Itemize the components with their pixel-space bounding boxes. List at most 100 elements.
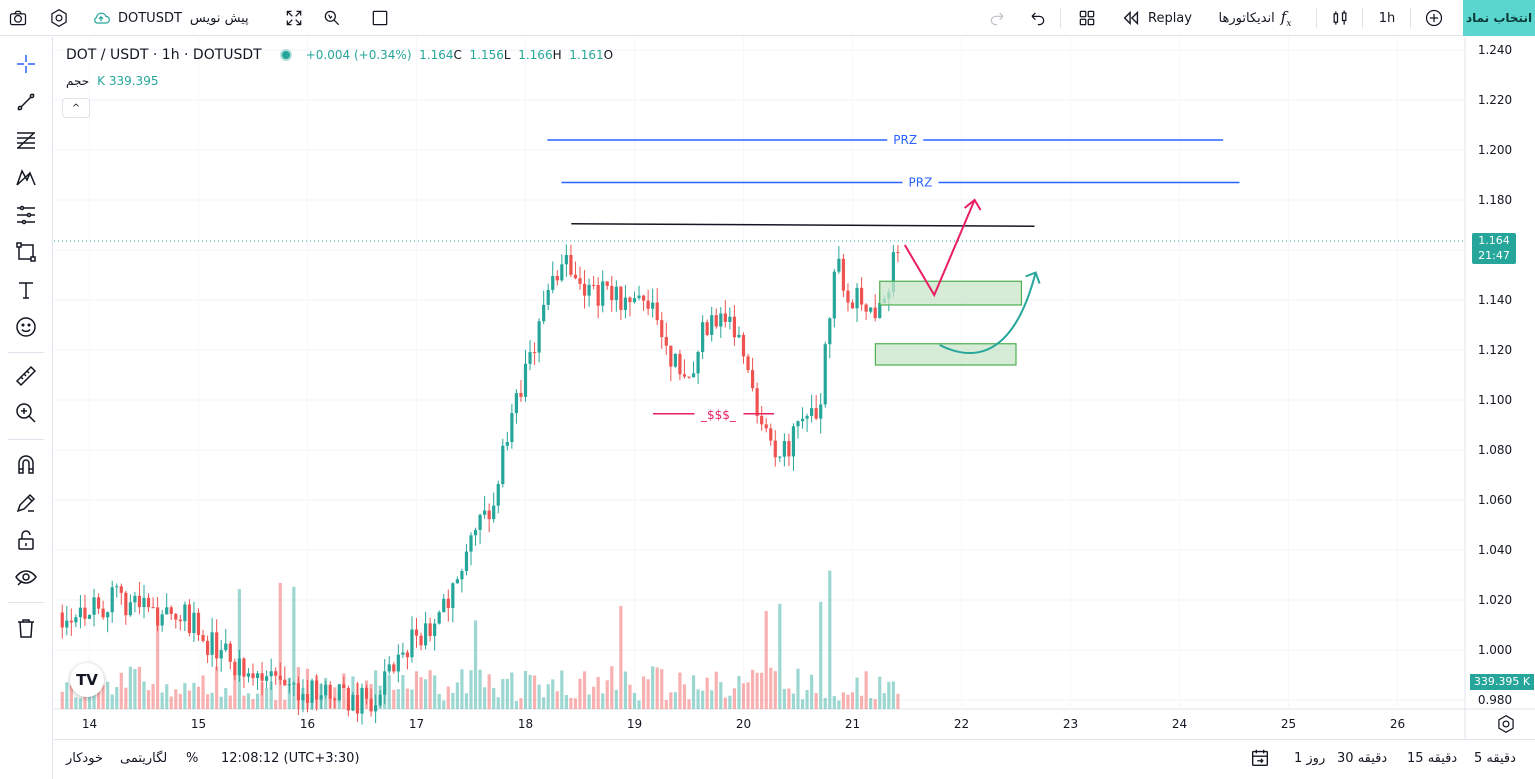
cloud-save-icon[interactable] <box>88 0 114 36</box>
trend-line-icon[interactable] <box>13 89 39 115</box>
alternative-arrowhead <box>1025 271 1041 284</box>
candle-body <box>505 442 509 446</box>
timeframe-15m[interactable]: 15 دقیقه <box>1407 750 1458 766</box>
candle-body <box>369 698 373 712</box>
volume-bar <box>537 684 541 709</box>
volume-bar <box>174 689 178 709</box>
select-symbol-button[interactable]: انتخاب نماد <box>1463 0 1535 36</box>
settings-hex-icon[interactable] <box>47 0 71 36</box>
volume-bar <box>455 682 459 709</box>
hide-drawings-icon[interactable] <box>13 564 39 590</box>
percent-scale-button[interactable]: % <box>186 750 199 766</box>
candle-body <box>701 322 705 352</box>
volume-bar <box>201 675 205 709</box>
auto-scale-button[interactable]: خودکار <box>66 750 103 766</box>
volume-bar <box>146 690 151 709</box>
candle-body <box>769 428 773 441</box>
text-tool-icon[interactable] <box>13 277 39 303</box>
prediction-icon[interactable] <box>13 202 39 228</box>
candle-body <box>837 258 841 272</box>
candle-body <box>314 680 319 700</box>
volume-bar <box>292 586 296 709</box>
quick-search-icon[interactable] <box>320 0 344 36</box>
magnet-icon[interactable] <box>13 452 39 478</box>
toolbar-divider <box>8 439 44 440</box>
volume-bar <box>69 685 73 709</box>
ruler-icon[interactable] <box>13 363 39 389</box>
candle-body <box>392 664 396 672</box>
candle-body <box>537 321 541 353</box>
market-status-icon[interactable] <box>279 49 292 61</box>
candle-body <box>383 671 387 695</box>
layout-square-icon[interactable] <box>368 0 392 36</box>
candle-body <box>351 694 355 711</box>
candle-body <box>573 274 578 279</box>
timezone-clock[interactable]: 12:08:12 (UTC+3:30) <box>221 750 360 766</box>
volume-bar <box>492 687 496 709</box>
zoom-in-icon[interactable] <box>13 400 39 426</box>
fullscreen-icon[interactable] <box>282 0 306 36</box>
volume-bar <box>850 692 855 709</box>
interval-button[interactable]: 1h <box>1372 0 1402 36</box>
replay-button[interactable]: Replay <box>1115 0 1197 36</box>
crosshair-icon[interactable] <box>13 51 39 77</box>
candle-body <box>237 658 241 676</box>
candle-body <box>260 673 264 681</box>
collapse-legend-button[interactable]: ^ <box>62 98 90 118</box>
timeframe-1d[interactable]: 1 روز <box>1294 750 1326 766</box>
trash-icon[interactable] <box>13 615 39 641</box>
candle-body <box>773 440 777 458</box>
timeframe-5m[interactable]: 5 دقیقه <box>1474 750 1516 766</box>
volume-bar <box>732 688 737 709</box>
add-symbol-icon[interactable] <box>1423 0 1445 36</box>
volume-bar <box>782 688 786 709</box>
log-scale-button[interactable]: لگاریتمی <box>120 750 168 766</box>
candles <box>60 244 900 725</box>
candle-body <box>423 623 428 646</box>
shapes-icon[interactable] <box>13 239 39 265</box>
volume-bar <box>101 685 105 709</box>
volume-bar <box>691 675 696 709</box>
volume-bar <box>124 687 128 709</box>
lock-icon[interactable] <box>13 527 39 553</box>
price-tick-label: 1.240 <box>1478 43 1512 57</box>
volume-bar <box>74 697 78 709</box>
camera-icon[interactable] <box>6 0 30 36</box>
emoji-icon[interactable] <box>13 314 39 340</box>
undo-icon[interactable] <box>1026 0 1048 36</box>
stay-drawing-icon[interactable] <box>13 490 39 516</box>
candle-body <box>115 586 119 588</box>
candle-body <box>374 705 378 712</box>
volume-bar <box>410 689 414 709</box>
volume-bar <box>846 694 850 709</box>
candle-body <box>278 675 282 680</box>
candle-body <box>546 289 550 305</box>
volume-bar <box>896 693 900 709</box>
candle-body <box>169 607 173 615</box>
fib-retracement-icon[interactable] <box>13 127 39 153</box>
volume-bar <box>810 674 814 709</box>
candles-icon[interactable] <box>1328 0 1352 36</box>
pattern-icon[interactable] <box>13 165 39 191</box>
candle-body <box>269 671 273 677</box>
volume-bar <box>664 700 668 709</box>
time-tick-label: 21 <box>845 717 860 731</box>
date-range-icon[interactable] <box>1249 740 1271 776</box>
volume-tag: 339.395 K <box>1470 674 1534 690</box>
tradingview-logo-icon[interactable]: TV <box>70 663 104 697</box>
volume-bar <box>800 699 805 709</box>
price-tick-label: 1.200 <box>1478 143 1512 157</box>
resistance-line <box>571 223 1035 227</box>
candle-body <box>156 607 160 626</box>
chart-settings-icon[interactable] <box>1496 714 1516 734</box>
indicators-button[interactable]: اندیکاتورها fx <box>1205 0 1305 36</box>
volume-bar <box>787 688 791 709</box>
timeframe-30m[interactable]: 30 دقیقه <box>1337 750 1388 766</box>
layout-grid-icon[interactable] <box>1075 0 1099 36</box>
layout-name-button[interactable]: DOTUSDT پیش نویس <box>118 0 290 36</box>
redo-icon[interactable] <box>987 0 1009 36</box>
symbol-title[interactable]: DOT / USDT · 1h · DOTUSDT <box>66 47 262 63</box>
candle-body <box>337 684 341 701</box>
